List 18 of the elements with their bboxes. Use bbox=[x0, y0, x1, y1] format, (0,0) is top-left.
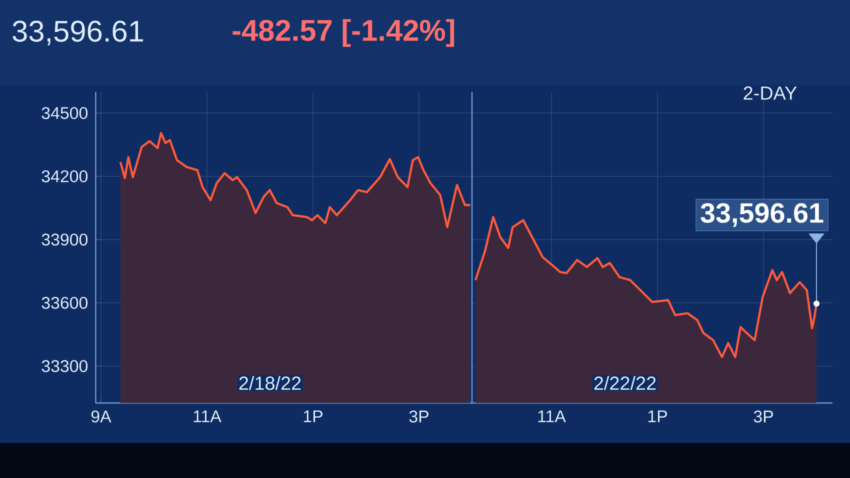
y-tick-label: 33600 bbox=[42, 296, 88, 309]
y-tick-label: 33900 bbox=[42, 234, 88, 246]
chart-subtitle: -482.57 [-1.42%] bbox=[232, 19, 454, 47]
x-tick-label: 11A bbox=[194, 410, 222, 422]
annotation: 2/18/22 bbox=[239, 376, 301, 390]
y-tick-label: 34200 bbox=[42, 170, 88, 182]
x-tick-label: 11A bbox=[538, 410, 566, 422]
annotation: 33,596.61 bbox=[700, 203, 824, 227]
x-tick-label: 9A bbox=[91, 410, 112, 422]
y-tick-label: 34500 bbox=[42, 107, 88, 120]
x-tick-label: 3P bbox=[754, 410, 773, 422]
x-tick-label: 1P bbox=[648, 410, 667, 422]
chart-title: 33,596.61 bbox=[12, 20, 144, 46]
annotation: 2/22/22 bbox=[594, 376, 656, 390]
annotation: 2-DAY bbox=[744, 86, 797, 100]
y-tick-label: 33300 bbox=[42, 360, 88, 372]
x-tick-label: 1P bbox=[304, 410, 322, 422]
x-tick-label: 3P bbox=[409, 410, 428, 422]
